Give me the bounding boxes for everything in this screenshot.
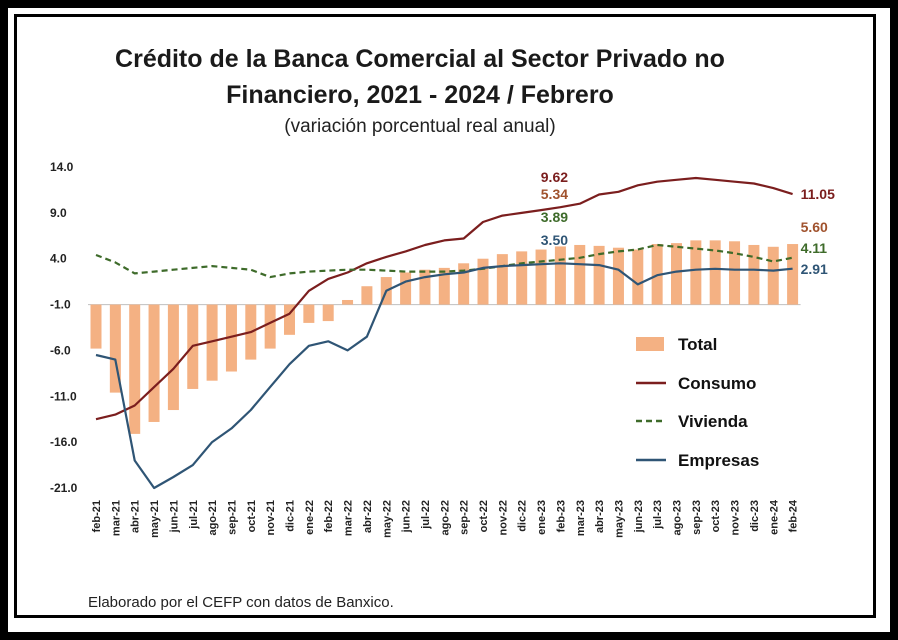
x-tick-label: oct-23 [710, 500, 722, 532]
x-tick-label: ene-23 [536, 500, 548, 535]
x-tick-label: jun-23 [633, 500, 645, 533]
x-tick-label: sep-21 [226, 500, 238, 535]
bar-total-feb-23 [554, 246, 566, 305]
bar-total-abr-23 [593, 245, 605, 305]
bar-total-jun-23 [632, 249, 644, 305]
bar-total-oct-22 [477, 258, 489, 305]
x-tick-label: oct-22 [478, 500, 490, 532]
x-tick-label: ene-22 [304, 500, 316, 535]
bar-total-ago-23 [671, 243, 682, 305]
x-tick-label: mar-23 [575, 500, 587, 536]
bar-total-jun-21 [167, 304, 179, 411]
y-tick-label: 14.0 [50, 160, 74, 174]
y-tick-label: -6.0 [50, 343, 71, 357]
x-tick-label: sep-23 [691, 500, 703, 535]
legend-label-vivienda: Vivienda [678, 412, 748, 431]
data-label-feb24-consumo: 11.05 [801, 186, 835, 202]
y-tick-label: 4.0 [50, 252, 67, 266]
x-tick-label: jul-21 [188, 500, 200, 530]
bar-total-jul-22 [419, 269, 431, 305]
bar-total-ago-22 [438, 267, 450, 305]
y-tick-label: -11.0 [50, 389, 77, 403]
bar-total-nov-22 [496, 254, 508, 305]
series-line-empresas [95, 262, 793, 490]
x-tick-label: jul-22 [420, 500, 432, 530]
bar-total-abr-22 [361, 286, 373, 305]
series-line-vivienda [95, 243, 793, 279]
data-label-feb23-consumo: 9.62 [541, 169, 568, 185]
chart-title-line1: Crédito de la Banca Comercial al Sector … [115, 45, 725, 73]
bar-total-ene-24 [767, 246, 779, 305]
x-tick-label: mar-21 [110, 500, 122, 536]
bar-total-sep-21 [225, 304, 237, 372]
x-tick-label: abr-23 [594, 500, 606, 533]
y-tick-label: -16.0 [50, 435, 78, 449]
x-tick-label: nov-22 [497, 500, 509, 535]
bar-total-dic-23 [748, 244, 760, 305]
bar-total-mar-21 [109, 304, 121, 393]
data-label-feb23-empresas: 3.50 [541, 232, 568, 248]
bar-total-dic-21 [284, 304, 295, 335]
bar-total-nov-23 [729, 241, 741, 305]
data-label-feb23-total: 5.34 [541, 186, 568, 202]
x-tick-label: may-21 [149, 500, 161, 538]
legend-label-total: Total [678, 335, 717, 354]
data-label-feb23-vivienda: 3.89 [541, 209, 568, 225]
y-tick-label: -21.0 [50, 481, 78, 495]
bar-total-dic-22 [516, 251, 528, 305]
bar-total-ago-21 [206, 304, 218, 381]
chart-subtitle: (variación porcentual real anual) [284, 116, 556, 137]
bar-total-feb-24 [787, 244, 799, 305]
legend-swatch-total [636, 337, 664, 351]
x-tick-label: may-22 [381, 500, 393, 538]
x-tick-label: nov-23 [730, 500, 742, 535]
x-tick-label: mar-22 [343, 500, 355, 536]
bar-total-mar-22 [342, 299, 354, 305]
x-tick-label: abr-21 [130, 500, 142, 533]
legend-label-consumo: Consumo [678, 374, 756, 393]
bar-total-may-21 [148, 304, 160, 422]
x-tick-label: jun-21 [168, 500, 180, 533]
data-label-feb24-total: 5.60 [801, 219, 828, 235]
series-line-consumo [95, 176, 793, 421]
chart-title-line2: Financiero, 2021 - 2024 / Febrero [226, 81, 614, 109]
y-tick-label: -1.0 [50, 298, 71, 312]
x-tick-label: may-23 [613, 500, 625, 538]
bar-total-sep-23 [690, 240, 702, 305]
x-tick-label: jul-23 [652, 500, 664, 530]
y-tick-label: 9.0 [50, 206, 67, 220]
x-tick-label: abr-22 [362, 500, 374, 533]
x-tick-label: ago-23 [672, 500, 684, 535]
bar-total-feb-22 [322, 304, 334, 322]
x-tick-label: dic-22 [517, 500, 529, 532]
x-tick-label: ago-22 [439, 500, 451, 535]
x-tick-label: jun-22 [401, 500, 413, 533]
data-label-feb24-empresas: 2.91 [801, 261, 828, 277]
data-label-feb24-vivienda: 4.11 [801, 240, 828, 256]
x-tick-label: sep-22 [459, 500, 471, 535]
x-tick-label: ene-24 [768, 499, 780, 535]
bar-total-nov-21 [264, 304, 276, 349]
bar-total-jun-22 [400, 272, 412, 305]
x-tick-label: oct-21 [246, 500, 258, 532]
bar-total-ene-22 [303, 304, 315, 323]
bar-total-ene-23 [535, 249, 547, 305]
legend-label-empresas: Empresas [678, 451, 759, 470]
x-tick-label: nov-21 [265, 500, 277, 535]
bar-total-sep-22 [458, 263, 470, 305]
bar-total-oct-23 [709, 240, 721, 305]
bar-total-feb-21 [90, 304, 102, 349]
x-tick-label: feb-24 [788, 499, 800, 532]
bar-total-mar-23 [574, 244, 586, 305]
source-note: Elaborado por el CEFP con datos de Banxi… [88, 594, 394, 611]
x-tick-label: dic-23 [749, 500, 761, 532]
bar-total-abr-21 [129, 304, 141, 434]
x-tick-label: feb-22 [323, 500, 335, 532]
x-tick-label: dic-21 [285, 500, 297, 532]
x-tick-label: feb-21 [91, 500, 103, 532]
x-tick-label: ago-21 [207, 500, 219, 535]
bar-total-may-23 [612, 247, 624, 305]
x-tick-label: feb-23 [555, 500, 567, 532]
